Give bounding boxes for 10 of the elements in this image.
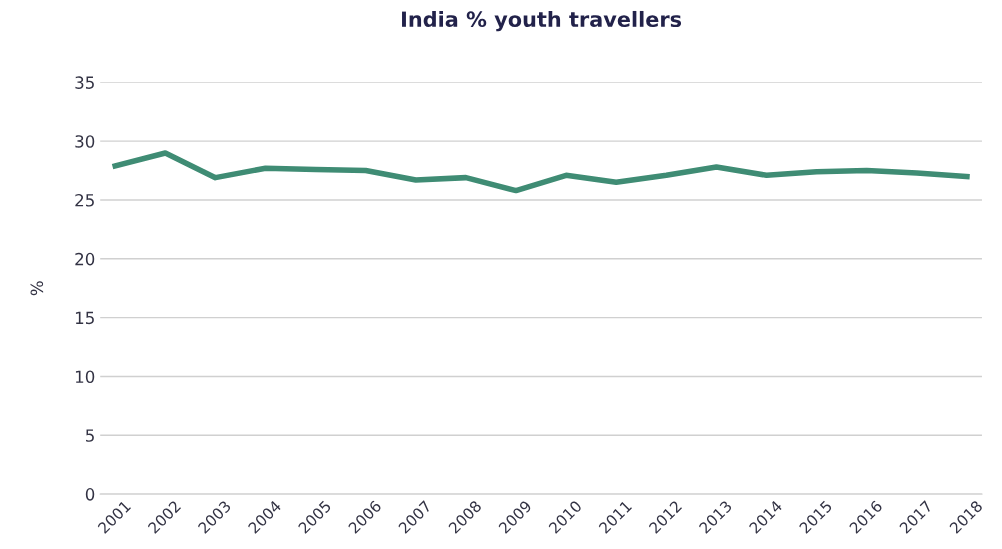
y-axis-title: %	[30, 281, 44, 296]
y-tick-label: 15	[75, 311, 94, 325]
y-tick-label: 0	[85, 488, 95, 501]
chart-title: India % youth travellers	[402, 10, 682, 32]
y-tick-label: 10	[75, 370, 95, 384]
y-tick-label: 5	[86, 429, 94, 442]
y-tick-label: 25	[75, 193, 94, 207]
y-tick-label: 20	[75, 252, 95, 266]
y-tick-label: 30	[75, 135, 95, 148]
y-tick-label: 35	[75, 76, 94, 89]
